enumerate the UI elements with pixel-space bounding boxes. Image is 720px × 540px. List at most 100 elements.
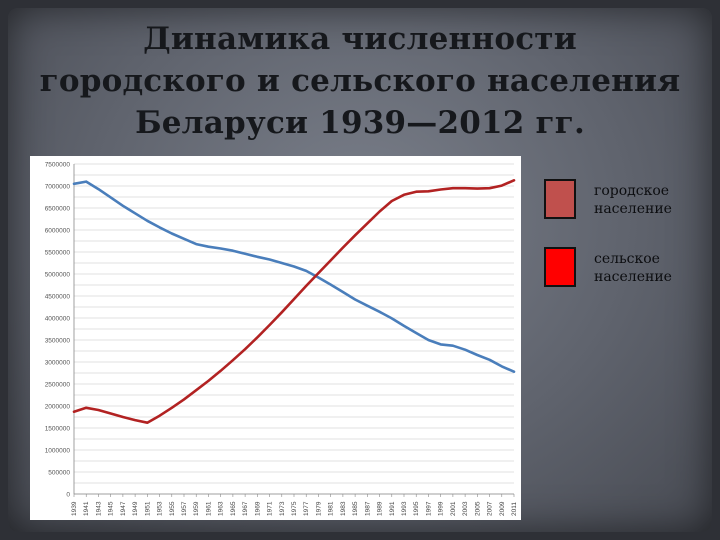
data-point-blue — [366, 304, 369, 307]
data-point-red — [97, 409, 100, 411]
data-point-red — [146, 421, 149, 424]
data-point-blue — [244, 252, 247, 255]
x-tick-label: 2007 — [487, 501, 494, 516]
data-point-blue — [390, 317, 393, 320]
y-tick-label: 0 — [66, 492, 70, 499]
title-line-1: Динамика численности — [143, 21, 577, 57]
data-point-red — [219, 369, 222, 372]
data-point-red — [85, 406, 88, 409]
x-tick-label: 1991 — [389, 501, 396, 516]
data-point-blue — [170, 232, 173, 235]
data-point-blue — [427, 339, 430, 341]
data-point-red — [183, 398, 185, 401]
data-point-red — [500, 184, 503, 187]
data-point-red — [170, 406, 173, 409]
data-point-red — [439, 188, 442, 191]
x-tick-label: 2011 — [511, 502, 518, 516]
x-tick-label: 1995 — [413, 501, 420, 516]
data-point-blue — [451, 344, 454, 347]
y-tick-label: 6000000 — [45, 228, 71, 235]
x-tick-label: 1943 — [95, 501, 102, 516]
x-tick-label: 1945 — [108, 501, 115, 516]
legend-swatch-urban — [544, 179, 576, 219]
data-point-red — [317, 272, 320, 275]
data-point-blue — [439, 343, 442, 346]
data-point-red — [513, 179, 515, 182]
data-point-red — [134, 419, 137, 421]
y-tick-label: 4500000 — [45, 294, 71, 301]
data-point-blue — [378, 310, 381, 313]
y-tick-label: 5000000 — [45, 272, 71, 279]
x-tick-label: 1983 — [340, 501, 347, 516]
data-point-red — [354, 234, 357, 237]
x-tick-label: 2009 — [499, 501, 506, 516]
y-tick-label: 4000000 — [45, 316, 71, 323]
data-point-blue — [231, 249, 234, 252]
data-point-blue — [403, 325, 405, 327]
y-tick-label: 2500000 — [45, 382, 71, 389]
data-point-red — [488, 187, 491, 190]
x-tick-label: 1971 — [267, 501, 274, 516]
data-point-blue — [73, 182, 75, 185]
data-point-red — [427, 190, 430, 193]
data-point-red — [341, 246, 344, 249]
data-point-blue — [500, 365, 503, 368]
data-point-blue — [354, 298, 357, 301]
y-tick-label: 3500000 — [45, 338, 71, 345]
data-point-blue — [488, 358, 491, 361]
data-point-blue — [280, 262, 283, 264]
x-tick-label: 1999 — [438, 501, 445, 516]
data-point-red — [366, 222, 369, 225]
data-point-red — [464, 187, 467, 190]
x-tick-label: 1949 — [132, 501, 139, 516]
data-point-blue — [329, 283, 332, 286]
data-point-red — [244, 348, 247, 351]
data-point-red — [390, 200, 393, 202]
x-tick-label: 2001 — [450, 501, 457, 516]
x-tick-label: 1953 — [157, 501, 164, 516]
x-tick-label: 1975 — [291, 501, 298, 516]
data-point-red — [231, 359, 234, 362]
data-point-blue — [341, 291, 344, 293]
x-tick-label: 1951 — [144, 501, 151, 516]
data-point-blue — [134, 212, 137, 215]
data-point-blue — [146, 219, 149, 222]
data-point-red — [195, 389, 198, 392]
data-point-blue — [109, 196, 112, 199]
x-tick-label: 1969 — [254, 501, 261, 516]
data-point-blue — [415, 332, 418, 334]
y-tick-label: 1500000 — [45, 426, 71, 433]
data-point-red — [378, 210, 381, 213]
data-point-red — [256, 336, 259, 339]
data-point-red — [476, 187, 479, 190]
data-point-blue — [85, 180, 88, 183]
data-point-red — [158, 414, 161, 417]
title-line-3: Беларуси 1939—2012 гг. — [135, 105, 585, 141]
x-tick-label: 1939 — [71, 501, 78, 516]
y-tick-label: 7000000 — [45, 184, 71, 191]
y-tick-label: 6500000 — [45, 206, 71, 213]
x-tick-label: 1981 — [328, 501, 335, 516]
x-tick-label: 1959 — [193, 501, 200, 516]
data-point-blue — [256, 255, 259, 258]
legend-label-urban: городское население — [594, 183, 672, 217]
data-point-blue — [158, 226, 161, 229]
x-tick-label: 1957 — [181, 501, 188, 516]
x-tick-label: 1955 — [169, 501, 176, 516]
x-tick-label: 2003 — [462, 501, 469, 516]
x-tick-label: 1967 — [242, 501, 249, 516]
data-point-red — [415, 190, 418, 193]
slide-title: Динамика численности городского и сельск… — [20, 18, 700, 144]
x-tick-label: 1973 — [279, 501, 286, 516]
x-tick-label: 1993 — [401, 501, 408, 516]
x-tick-label: 1961 — [205, 501, 212, 516]
data-point-blue — [293, 265, 295, 268]
data-point-blue — [195, 243, 198, 245]
y-tick-label: 1000000 — [45, 448, 71, 455]
x-tick-label: 1963 — [218, 501, 225, 516]
x-tick-label: 1977 — [303, 501, 310, 516]
data-point-blue — [305, 270, 308, 272]
data-point-red — [207, 380, 210, 382]
data-point-red — [268, 324, 271, 326]
data-point-red — [121, 416, 124, 418]
